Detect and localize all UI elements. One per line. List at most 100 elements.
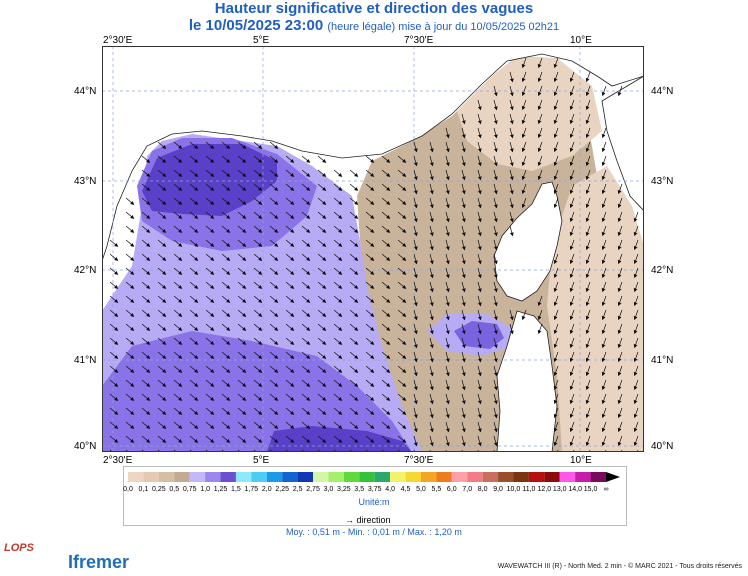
direction-arrow	[253, 211, 263, 219]
direction-arrow	[349, 379, 359, 387]
direction-arrow	[317, 323, 327, 331]
direction-arrow	[157, 323, 167, 331]
direction-arrow	[493, 239, 498, 251]
direction-arrow	[189, 393, 199, 401]
direction-legend: → direction	[345, 515, 391, 525]
land-sardinia	[496, 310, 558, 452]
direction-arrow	[205, 253, 215, 261]
legend-value-label: 0,1	[138, 486, 149, 493]
direction-arrow	[349, 239, 359, 247]
direction-arrow	[381, 295, 391, 303]
direction-arrow	[333, 309, 343, 317]
legend-end-arrow	[606, 472, 620, 482]
direction-arrow	[205, 407, 215, 415]
direction-arrow	[569, 239, 575, 251]
direction-arrow	[397, 183, 407, 191]
legend-value-label: 15,0	[583, 486, 598, 493]
direction-arrow	[493, 113, 498, 125]
direction-arrow	[429, 267, 434, 279]
legend-swatch	[590, 472, 606, 482]
direction-arrow	[477, 197, 482, 209]
direction-arrow	[413, 337, 418, 349]
direction-arrow	[301, 169, 311, 177]
direction-arrow	[569, 99, 575, 111]
direction-arrow	[381, 337, 391, 345]
direction-arrow	[285, 169, 295, 177]
direction-arrow	[285, 323, 295, 331]
direction-arrow	[617, 407, 623, 419]
direction-arrow	[585, 253, 591, 265]
direction-arrow	[493, 281, 498, 293]
direction-arrow	[333, 337, 343, 345]
direction-arrow	[569, 197, 575, 209]
lon-label-top: 5°E	[253, 35, 270, 46]
direction-arrow	[365, 393, 375, 401]
direction-arrow	[397, 267, 407, 275]
direction-arrow	[221, 169, 231, 177]
direction-arrow	[477, 267, 482, 279]
direction-arrow	[397, 421, 407, 429]
direction-arrow	[633, 351, 639, 363]
direction-arrow	[617, 281, 623, 293]
statistics-line: Moy. : 0,51 m - Min. : 0,01 m / Max. : 1…	[286, 527, 462, 537]
direction-arrow	[569, 85, 575, 97]
direction-arrow	[269, 267, 279, 275]
direction-arrow	[585, 281, 591, 293]
direction-arrow	[461, 225, 466, 237]
direction-arrow	[349, 421, 359, 429]
direction-arrow	[477, 337, 482, 349]
direction-arrow	[585, 393, 591, 405]
direction-arrow	[157, 239, 167, 247]
direction-arrow	[269, 365, 279, 373]
direction-arrow	[569, 295, 575, 307]
direction-arrow	[569, 365, 575, 377]
direction-arrow	[205, 281, 215, 289]
direction-arrow	[569, 309, 575, 321]
direction-arrow	[381, 155, 391, 163]
direction-arrow	[493, 435, 498, 447]
direction-arrow	[397, 197, 407, 205]
sea-zone-light-tan	[457, 56, 602, 171]
direction-arrow	[189, 295, 199, 303]
direction-arrow	[301, 365, 311, 373]
direction-arrow	[221, 183, 231, 191]
direction-arrow	[537, 127, 543, 139]
direction-arrow	[617, 351, 623, 363]
direction-arrow	[537, 169, 543, 181]
date-line: le 10/05/2025 23:00	[188, 17, 324, 34]
direction-arrow	[253, 379, 263, 387]
direction-arrow	[189, 435, 199, 443]
direction-arrow	[157, 295, 167, 303]
direction-arrow	[633, 365, 639, 377]
direction-arrow	[189, 267, 199, 275]
direction-arrow	[205, 421, 215, 429]
direction-arrow	[445, 141, 450, 153]
direction-arrow	[585, 421, 591, 433]
legend-value-label: 13,0	[552, 486, 567, 493]
direction-arrow	[397, 225, 407, 233]
direction-arrow	[585, 309, 591, 321]
direction-arrow	[493, 225, 498, 237]
direction-arrow	[333, 239, 343, 247]
direction-arrow	[445, 337, 450, 349]
lon-label-bottom: 2°30'E	[103, 455, 133, 466]
direction-arrow	[429, 393, 434, 405]
direction-arrow	[381, 393, 391, 401]
direction-arrow	[269, 351, 279, 359]
direction-arrow	[285, 211, 295, 219]
direction-arrow	[509, 113, 514, 125]
legend-value-label: 0,25	[152, 486, 166, 493]
legend-swatch	[205, 472, 221, 482]
direction-arrow	[521, 127, 527, 139]
direction-arrow	[477, 225, 482, 237]
direction-arrow	[173, 351, 183, 359]
direction-arrow	[509, 169, 514, 181]
direction-arrow	[553, 155, 559, 167]
direction-arrow	[617, 197, 623, 209]
direction-arrow	[205, 351, 215, 359]
direction-arrow	[617, 393, 623, 405]
direction-arrow	[585, 407, 591, 419]
direction-arrow	[365, 155, 375, 163]
direction-arrow	[141, 309, 151, 317]
direction-arrow	[141, 337, 151, 345]
